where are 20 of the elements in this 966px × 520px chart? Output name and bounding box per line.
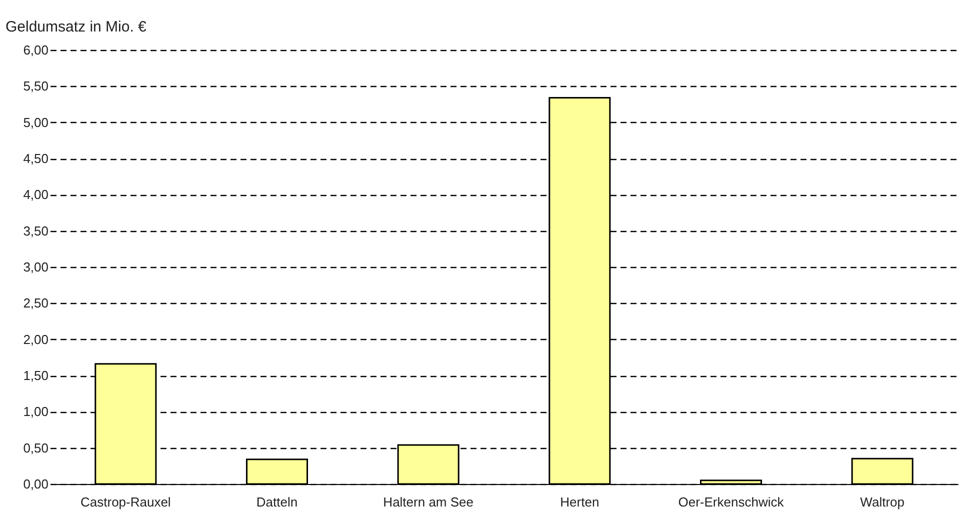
x-tick-label: Haltern am See <box>383 494 474 510</box>
y-tick-label: 0,50 <box>23 440 48 456</box>
x-tick-label: Datteln <box>256 494 298 510</box>
y-tick-label: 6,00 <box>23 42 48 58</box>
x-tick-label: Herten <box>560 494 600 510</box>
x-tick-label: Castrop-Rauxel <box>80 494 171 510</box>
x-tick-label: Waltrop <box>860 494 904 510</box>
x-tick-label: Oer-Erkenschwick <box>678 494 784 510</box>
y-tick-label: 4,00 <box>23 187 48 202</box>
y-tick-label: 1,00 <box>23 404 48 420</box>
y-tick-label: 2,50 <box>23 296 48 311</box>
y-tick-label: 0,00 <box>23 476 48 492</box>
y-tick-label: 3,50 <box>23 223 48 238</box>
y-tick-label: 2,00 <box>23 332 48 347</box>
y-tick-label: 4,50 <box>23 151 48 166</box>
y-axis-title: Geldumsatz in Mio. € <box>6 18 148 36</box>
y-tick-label: 5,00 <box>23 114 48 130</box>
y-tick-label: 1,50 <box>23 368 48 383</box>
y-tick-label: 3,00 <box>23 260 48 274</box>
y-tick-label: 5,50 <box>23 78 48 94</box>
